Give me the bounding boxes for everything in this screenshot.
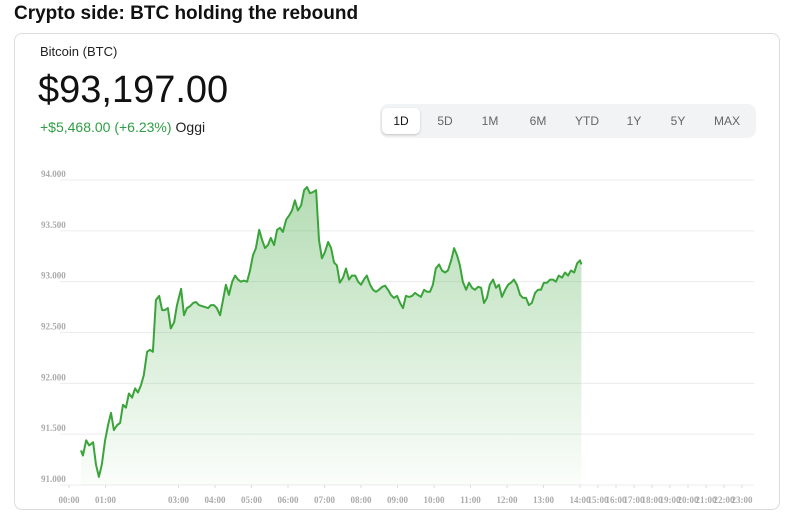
x-tick-label: 09:00 [387,495,408,505]
x-tick-label: 07:00 [314,495,335,505]
x-tick-label: 01:00 [95,495,116,505]
x-tick-label: 21:00 [696,495,717,505]
x-tick-label: 11:00 [460,495,481,505]
range-selector: 1D 5D 1M 6M YTD 1Y 5Y MAX [380,104,756,138]
y-tick-label: 91.500 [41,423,66,433]
x-tick-label: 06:00 [278,495,299,505]
range-button[interactable]: YTD [575,114,599,128]
range-button[interactable]: 5Y [670,114,686,128]
x-tick-label: 20:00 [678,495,699,505]
y-tick-label: 91.000 [41,474,66,484]
change-row: +$5,468.00 (+6.23%) Oggi [40,119,205,135]
x-tick-label: 12:00 [497,495,518,505]
asset-name: Bitcoin (BTC) [40,44,118,59]
x-tick-label: 23:00 [732,495,753,505]
card [14,33,780,510]
y-tick-label: 94.000 [41,169,66,179]
x-tick-label: 18:00 [642,495,663,505]
x-tick-label: 14:00 [570,495,591,505]
x-tick-label: 17:00 [624,495,645,505]
x-tick-label: 04:00 [205,495,226,505]
range-button[interactable]: 1D [382,108,420,134]
range-button[interactable]: 6M [529,114,547,128]
x-tick-label: 08:00 [351,495,372,505]
range-button[interactable]: 5D [437,114,453,128]
x-tick-label: 13:00 [533,495,554,505]
y-tick-label: 92.000 [41,372,66,382]
x-tick-label: 22:00 [714,495,735,505]
heading: Crypto side: BTC holding the rebound [14,3,359,24]
x-tick-label: 00:00 [59,495,80,505]
y-tick-label: 93.000 [41,271,66,281]
x-tick-label: 03:00 [168,495,189,505]
period: Oggi [175,119,206,135]
y-tick-label: 93.500 [41,220,66,230]
range-button[interactable]: 1M [481,114,499,128]
x-tick-label: 15:00 [588,495,609,505]
price-line [80,186,583,478]
x-tick-label: 05:00 [241,495,262,505]
change: +$5,468.00 (+6.23%) [40,119,172,135]
area-fill [81,187,582,485]
range-button[interactable]: MAX [713,114,740,128]
x-tick-label: 16:00 [606,495,627,505]
price: $93,197.00 [38,69,229,111]
x-tick-label: 19:00 [660,495,681,505]
y-tick-label: 92.500 [41,322,66,332]
range-button[interactable]: 1Y [626,114,642,128]
x-tick-label: 10:00 [424,495,445,505]
